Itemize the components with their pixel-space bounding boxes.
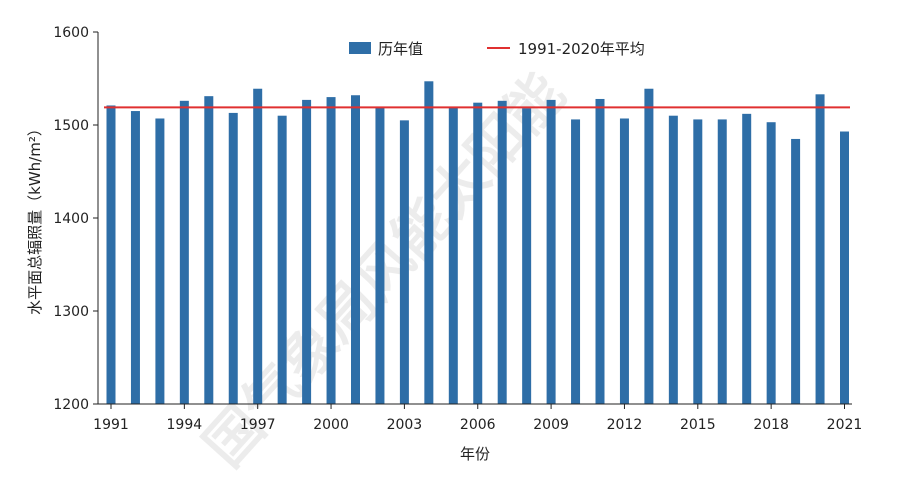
x-ticks: 1991 1994 1997 2000 2003 2006 2009 2012 2015 2018… [93,404,862,433]
bar-2017 [742,113,752,404]
x-tick-label: 1997 [240,417,276,433]
x-tick-label: 2015 [680,417,716,433]
bar-2019 [791,138,801,404]
legend: 历年值 1991-2020年平均 [349,40,645,58]
x-axis-title: 年份 [460,445,490,463]
y-axis-title: 水平面总辐照量（kWh/m²） [26,121,44,315]
legend-label-bars: 历年值 [378,40,423,58]
bar-2014 [668,115,678,404]
bar-2016 [717,119,727,405]
x-tick-label: 1994 [167,417,203,433]
bar-2012 [619,118,629,405]
bar-1993 [155,118,165,405]
bar-2000 [326,97,336,404]
bar-2009 [546,99,556,404]
x-tick-label: 2000 [313,417,349,433]
legend-swatch-bars [349,42,371,54]
bar-1996 [228,112,238,404]
y-tick-label: 1200 [53,397,89,413]
x-tick-label: 2012 [607,417,643,433]
bar-1998 [277,115,287,404]
bar-2021 [840,131,849,404]
bar-2013 [644,88,654,404]
bar-2006 [473,102,483,405]
bar-2004 [424,81,434,404]
bar-2018 [766,122,776,405]
bar-1997 [253,88,263,404]
bar-1992 [130,111,140,405]
y-tick-label: 1400 [53,211,89,227]
bar-2005 [448,107,458,404]
bar-2011 [595,98,605,405]
bar-1995 [204,96,214,405]
bar-2001 [351,95,360,405]
bar-2008 [522,108,532,404]
bar-1994 [179,100,189,404]
y-tick-label: 1300 [53,304,89,320]
bar-2015 [693,119,703,405]
x-tick-label: 2018 [753,417,789,433]
bar-2020 [815,94,825,404]
x-tick-label: 2021 [827,417,863,433]
bar-2003 [399,120,409,404]
legend-label-average: 1991-2020年平均 [518,40,645,58]
y-tick-label: 1600 [53,25,89,41]
y-ticks: 1200 1300 1400 1500 1600 [53,25,98,413]
bar-1991 [106,105,116,404]
x-tick-label: 2009 [533,417,569,433]
bar-2002 [375,107,385,404]
y-tick-label: 1500 [53,118,89,134]
bar-2010 [571,119,581,405]
bar-2007 [497,100,507,404]
bars [106,81,849,405]
x-tick-label: 2003 [387,417,423,433]
x-tick-label: 1991 [93,417,129,433]
x-tick-label: 2006 [460,417,496,433]
bar-1999 [302,99,312,404]
